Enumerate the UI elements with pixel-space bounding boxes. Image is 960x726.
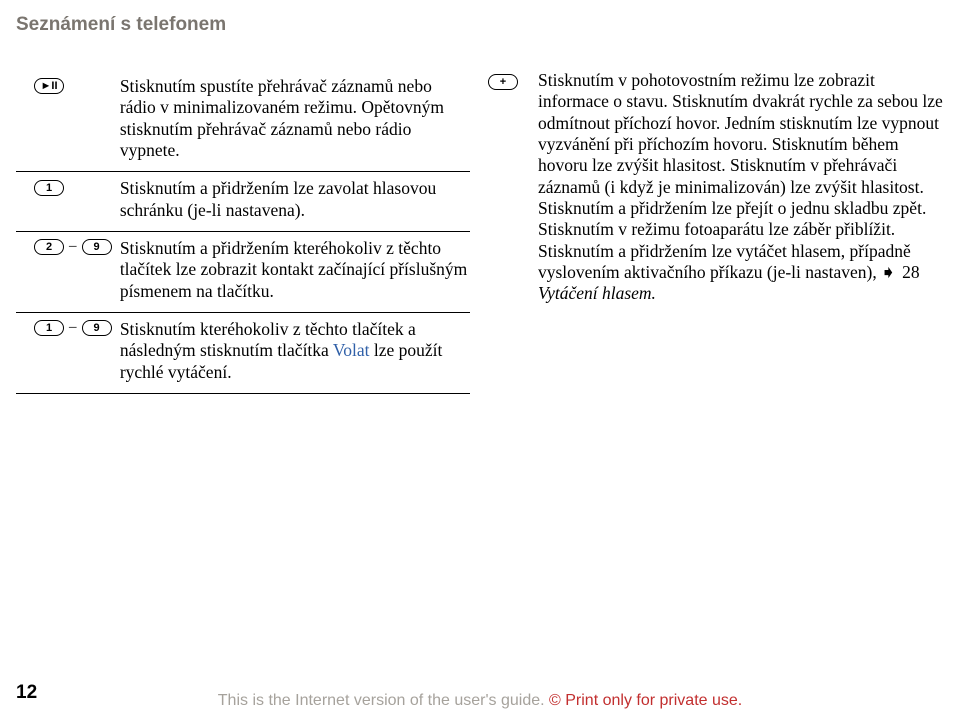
- key-cell: 1: [16, 176, 120, 227]
- key-row: 2 – 9 Stisknutím a přidržením kteréhokol…: [16, 231, 470, 312]
- plus-key-icon: +: [488, 74, 518, 90]
- range-dash: –: [69, 238, 77, 255]
- key-row: 1 Stisknutím a přidržením lze zavolat hl…: [16, 171, 470, 231]
- ref-title: Vytáčení hlasem.: [538, 283, 656, 303]
- ref-page: 28: [902, 262, 920, 282]
- volat-keyword: Volat: [333, 340, 370, 360]
- key-row: ►II Stisknutím spustíte přehrávač záznam…: [16, 70, 470, 171]
- arrow-icon: ➧: [880, 262, 898, 283]
- key-range: 1 – 9: [34, 319, 120, 336]
- digit-1-key-icon: 1: [34, 320, 64, 336]
- key-cell: ►II: [16, 74, 120, 167]
- key-description: Stisknutím a přidržením lze zavolat hlas…: [120, 176, 470, 227]
- footer-text: This is the Internet version of the user…: [218, 692, 549, 709]
- key-row: + Stisknutím v pohotovostním režimu lze …: [488, 70, 950, 305]
- left-column: ►II Stisknutím spustíte přehrávač záznam…: [0, 70, 480, 394]
- key-description: Stisknutím a přidržením kteréhokoliv z t…: [120, 236, 470, 308]
- desc-text: Stisknutím v pohotovostním režimu lze zo…: [538, 70, 943, 282]
- digit-1-key-icon: 1: [34, 180, 64, 196]
- key-description: Stisknutím spustíte přehrávač záznamů ne…: [120, 74, 470, 167]
- right-column: + Stisknutím v pohotovostním režimu lze …: [480, 70, 950, 394]
- key-description: Stisknutím kteréhokoliv z těchto tlačíte…: [120, 317, 470, 389]
- footer: This is the Internet version of the user…: [0, 692, 960, 710]
- footer-copyright: © Print only for private use.: [549, 692, 742, 709]
- digit-2-key-icon: 2: [34, 239, 64, 255]
- digit-9-key-icon: 9: [82, 239, 112, 255]
- range-dash: –: [69, 319, 77, 336]
- play-pause-key-icon: ►II: [34, 78, 64, 94]
- key-description: Stisknutím v pohotovostním režimu lze zo…: [538, 70, 948, 305]
- key-cell: 1 – 9: [16, 317, 120, 389]
- key-row: 1 – 9 Stisknutím kteréhokoliv z těchto t…: [16, 312, 470, 394]
- key-cell: +: [488, 70, 538, 305]
- digit-9-key-icon: 9: [82, 320, 112, 336]
- key-range: 2 – 9: [34, 238, 120, 255]
- content-area: ►II Stisknutím spustíte přehrávač záznam…: [0, 70, 960, 394]
- section-header: Seznámení s telefonem: [16, 14, 226, 36]
- key-cell: 2 – 9: [16, 236, 120, 308]
